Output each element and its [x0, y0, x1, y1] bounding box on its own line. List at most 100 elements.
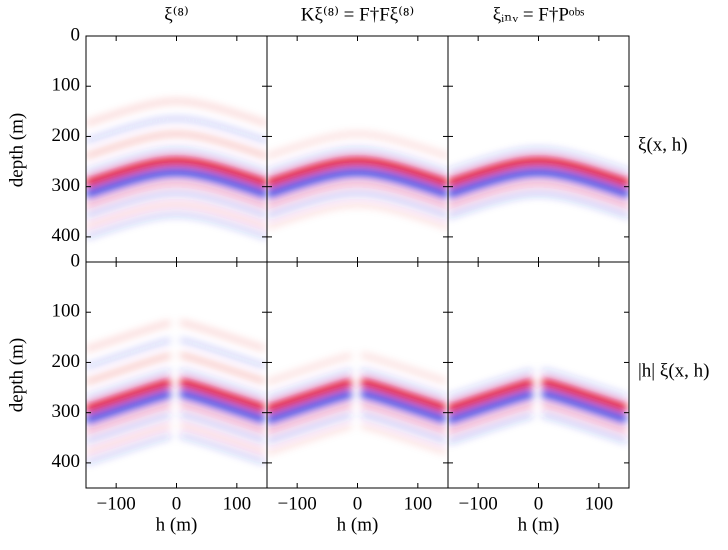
wave-band — [267, 369, 352, 401]
x-axis-label: h (m) — [337, 514, 379, 535]
wave-band — [360, 368, 447, 400]
wave-band — [86, 401, 172, 435]
x-axis-label: h (m) — [156, 514, 198, 535]
x-tick-label: 100 — [404, 493, 433, 514]
wave-band — [86, 320, 171, 352]
wave-band — [448, 378, 534, 414]
wave-band — [267, 423, 353, 455]
wave-band — [86, 98, 267, 127]
wave-band — [86, 411, 172, 445]
column-title: ξ⁽⁸⁾ — [164, 4, 188, 25]
y-tick-label: 400 — [52, 451, 81, 472]
wave-band — [86, 211, 267, 240]
wave-band — [179, 337, 266, 369]
y-tick-label: 0 — [71, 250, 81, 271]
wave-band — [179, 388, 267, 424]
wave-band — [179, 433, 266, 465]
wave-band — [360, 377, 448, 413]
wave-band — [267, 353, 353, 385]
row-label: |h| ξ(x, h) — [638, 360, 709, 381]
row-label: ξ(x, h) — [638, 134, 688, 155]
wave-band — [179, 377, 267, 413]
wave-band — [86, 190, 267, 219]
wave-band — [448, 156, 629, 188]
wave-band — [86, 116, 267, 144]
wave-band — [86, 423, 172, 455]
wave-band — [448, 167, 629, 199]
wave-band — [86, 147, 267, 175]
x-axis-label: h (m) — [518, 514, 560, 535]
wave-band — [541, 411, 628, 444]
x-tick-label: −100 — [97, 493, 136, 514]
wave-band — [86, 131, 267, 159]
wave-band — [267, 156, 448, 188]
wave-band — [179, 320, 266, 352]
x-tick-label: 0 — [353, 493, 363, 514]
x-tick-label: 0 — [172, 493, 182, 514]
wave-band — [179, 411, 266, 444]
wavefield — [86, 98, 267, 240]
wave-band — [267, 389, 353, 425]
wave-band — [86, 433, 171, 465]
x-tick-label: 0 — [534, 493, 544, 514]
wave-band — [541, 388, 629, 424]
wave-band — [267, 378, 353, 414]
wave-band — [448, 401, 534, 435]
wave-band — [448, 389, 534, 425]
wave-band — [86, 167, 267, 199]
wave-band — [448, 190, 629, 219]
wave-band — [360, 411, 447, 444]
wave-band — [541, 401, 628, 434]
wave-band — [86, 201, 267, 230]
wave-band — [541, 368, 628, 400]
x-tick-label: −100 — [278, 493, 317, 514]
wave-band — [267, 190, 448, 219]
wave-band — [86, 338, 171, 370]
wave-band — [360, 352, 447, 384]
wave-band — [86, 378, 172, 414]
wave-band — [86, 180, 267, 209]
wave-band — [448, 180, 629, 209]
y-tick-label: 300 — [52, 401, 81, 422]
panel-frame — [447, 261, 630, 489]
wavefield — [448, 368, 629, 445]
column-title: ξᵢₙᵥ = F†Pᵒᵇˢ — [493, 4, 585, 25]
wave-band — [86, 156, 267, 188]
y-tick-label: 200 — [52, 351, 81, 372]
wave-band — [267, 411, 353, 445]
wave-band — [267, 401, 353, 435]
wave-band — [360, 388, 448, 424]
y-tick-label: 300 — [52, 175, 81, 196]
wavefield — [86, 320, 267, 465]
wave-band — [267, 180, 448, 209]
wave-band — [448, 411, 534, 445]
y-axis-label: depth (m) — [6, 338, 27, 412]
y-tick-label: 400 — [52, 225, 81, 246]
wave-band — [86, 353, 172, 385]
wavefield — [267, 131, 448, 230]
column-title: Kξ⁽⁸⁾ = F†Fξ⁽⁸⁾ — [301, 4, 414, 25]
y-axis-label: depth (m) — [6, 113, 27, 187]
wave-band — [179, 401, 266, 434]
y-tick-label: 100 — [52, 301, 81, 322]
wave-band — [360, 401, 447, 434]
wave-band — [267, 167, 448, 199]
wave-band — [267, 201, 448, 230]
y-tick-label: 100 — [52, 75, 81, 96]
wave-band — [86, 389, 172, 425]
wave-band — [267, 147, 448, 175]
wave-band — [86, 369, 171, 401]
y-tick-label: 200 — [52, 125, 81, 146]
wave-band — [448, 369, 533, 401]
y-tick-label: 0 — [71, 24, 81, 45]
x-tick-label: −100 — [459, 493, 498, 514]
x-tick-label: 100 — [223, 493, 252, 514]
wave-band — [360, 423, 447, 455]
wave-band — [267, 131, 448, 159]
wavefield — [267, 352, 448, 455]
wave-band — [179, 352, 266, 384]
wave-band — [179, 423, 266, 455]
wave-band — [179, 368, 266, 400]
wave-band — [448, 147, 629, 175]
